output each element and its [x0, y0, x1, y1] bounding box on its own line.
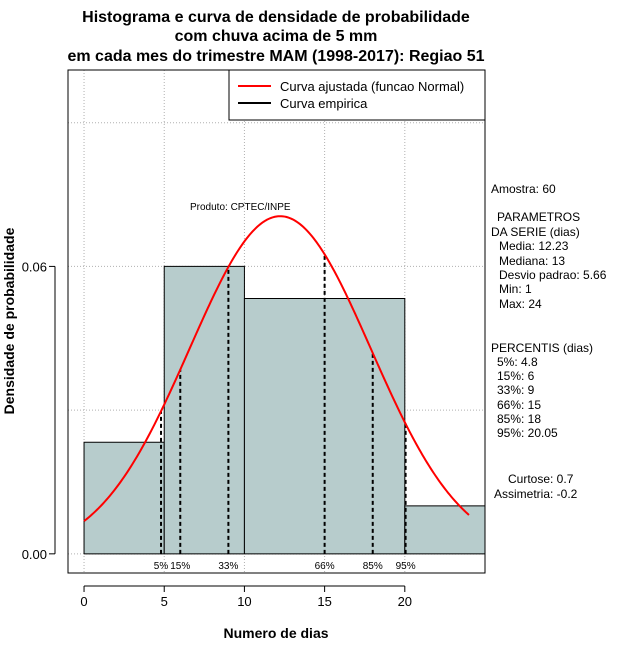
percentile-label-0: 5% [154, 561, 169, 572]
stat-p85: 85%: 18 [497, 412, 541, 426]
x-tick-label-2: 10 [237, 594, 251, 609]
histogram-bar-0 [84, 442, 165, 554]
percentile-label-2: 33% [218, 561, 238, 572]
stat-assimetria: Assimetria: -0.2 [494, 487, 578, 501]
chart-title-line-1: Histograma e curva de densidade de proba… [82, 9, 470, 26]
y-tick-label-0: 0.00 [22, 547, 47, 562]
stat-p66: 66%: 15 [497, 398, 541, 412]
stat-params-header-1: PARAMETROS [497, 210, 580, 224]
fitted-normal-curve [83, 215, 470, 522]
x-tick-label-0: 0 [80, 594, 87, 609]
stat-min: Min: 1 [499, 282, 532, 296]
x-tick-label-4: 20 [398, 594, 412, 609]
stat-p5: 5%: 4.8 [497, 355, 538, 369]
legend-box [228, 69, 486, 121]
stat-p95: 95%: 20.05 [497, 426, 558, 440]
x-tick-label-1: 5 [161, 594, 168, 609]
stat-p33: 33%: 9 [497, 383, 535, 397]
stat-sample: Amostra: 60 [491, 182, 556, 196]
stat-p15: 15%: 6 [497, 369, 535, 383]
percentile-label-4: 85% [363, 561, 383, 572]
stat-params-header-2: DA SERIE (dias) [491, 225, 580, 239]
stat-percentis-header: PERCENTIS (dias) [491, 341, 593, 355]
percentile-label-5: 95% [396, 561, 416, 572]
legend-empirical-label: Curva empirica [280, 96, 368, 111]
chart-title-line-3: em cada mes do trimestre MAM (1998-2017)… [67, 48, 484, 65]
x-axis: 0 5 10 15 20 [80, 585, 412, 609]
product-note: Produto: CPTEC/INPE [190, 202, 291, 213]
stat-max: Max: 24 [499, 297, 542, 311]
stat-curtose: Curtose: 0.7 [508, 472, 574, 486]
y-tick-label-1: 0.06 [22, 259, 47, 274]
stat-media: Media: 12.23 [499, 239, 569, 253]
stats-panel: Amostra: 60 PARAMETROS DA SERIE (dias) M… [491, 182, 607, 501]
percentile-label-3: 66% [315, 561, 335, 572]
legend-fitted-label: Curva ajustada (funcao Normal) [280, 79, 464, 94]
histogram-bars [83, 265, 486, 555]
y-axis: 0.00 0.06 [22, 259, 56, 562]
x-tick-label-3: 15 [317, 594, 331, 609]
legend: Curva ajustada (funcao Normal) Curva emp… [228, 69, 486, 121]
x-axis-label: Numero de dias [223, 625, 328, 641]
stat-desvio: Desvio padrao: 5.66 [499, 268, 607, 282]
stat-mediana: Mediana: 13 [499, 254, 565, 268]
chart-title-line-2: com chuva acima de 5 mm [175, 28, 378, 45]
percentile-lines: 5% 15% 33% 66% 85% 95% [154, 254, 416, 572]
histogram-bar-1 [164, 266, 245, 554]
y-axis-label: Densidade de probabilidade [1, 227, 17, 414]
percentile-label-1: 15% [170, 561, 190, 572]
histogram-bar-3 [404, 505, 485, 554]
fitted-curve-layer [83, 215, 470, 522]
